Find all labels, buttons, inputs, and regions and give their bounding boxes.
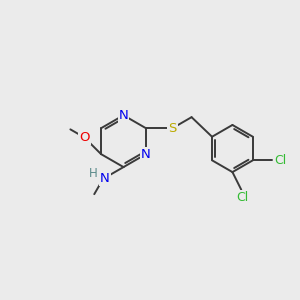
Text: Cl: Cl — [237, 191, 249, 205]
Text: O: O — [79, 131, 90, 144]
Text: S: S — [168, 122, 177, 135]
Text: Cl: Cl — [275, 154, 287, 167]
Text: N: N — [100, 172, 110, 185]
Text: N: N — [118, 109, 128, 122]
Text: N: N — [141, 148, 151, 160]
Text: H: H — [89, 167, 98, 180]
